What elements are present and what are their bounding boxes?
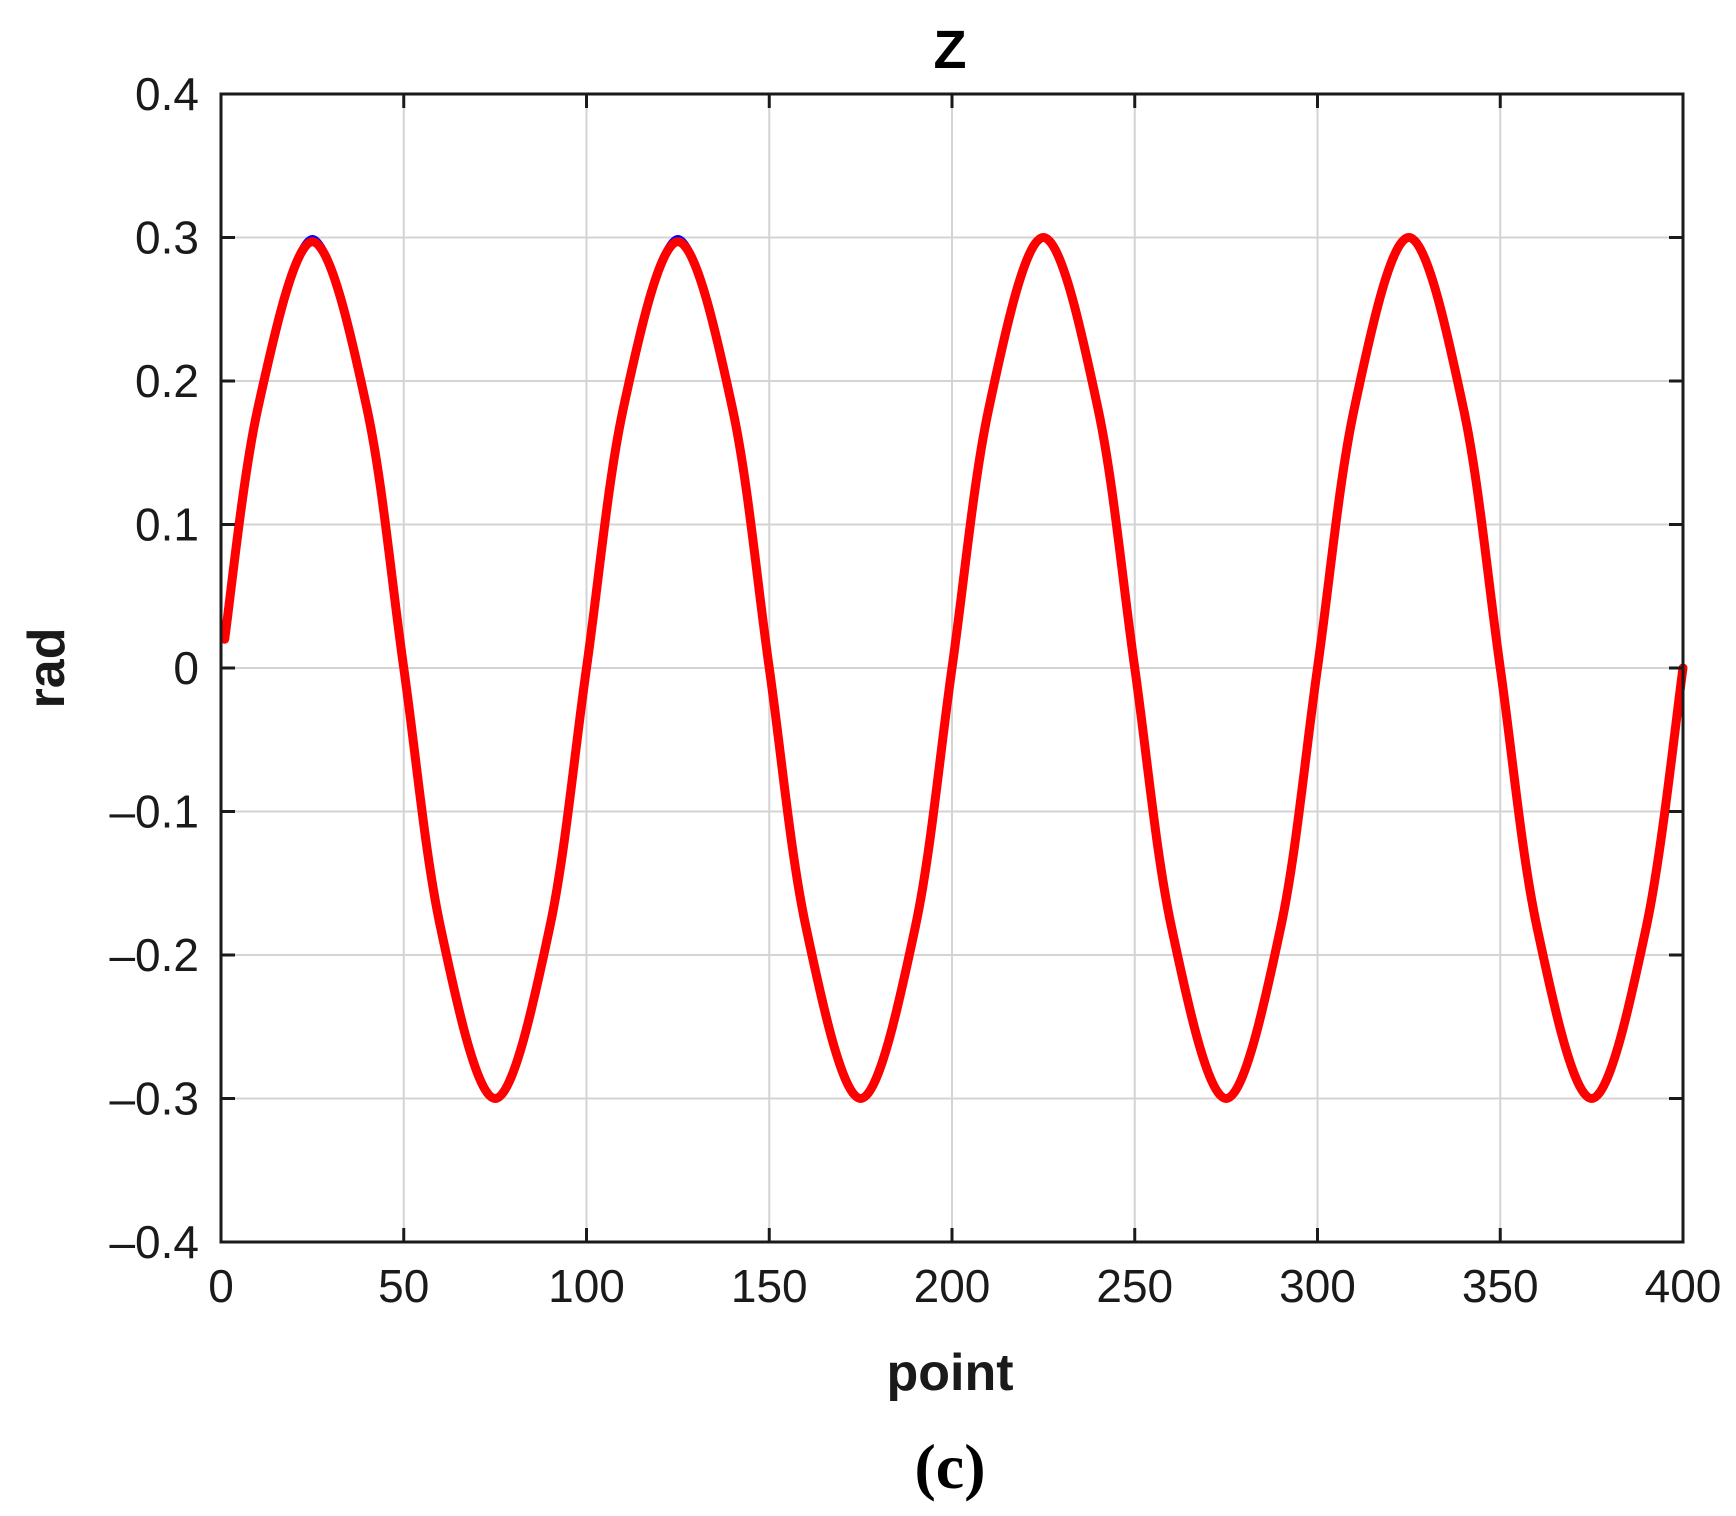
y-tick-label: 0.2 [135, 355, 199, 407]
x-tick-labels: 0 50 100 150 200 250 300 350 400 [208, 1260, 1721, 1312]
x-tick-label: 200 [914, 1260, 991, 1312]
x-tick-label: 150 [731, 1260, 808, 1312]
series-lines [220, 233, 1688, 1103]
y-tick-label: –0.2 [109, 929, 199, 981]
y-tick-label: –0.1 [109, 786, 199, 838]
x-tick-label: 250 [1096, 1260, 1173, 1312]
x-tick-label: 350 [1462, 1260, 1539, 1312]
panel-label: (c) [914, 1431, 985, 1502]
y-tick-labels: 0.4 0.3 0.2 0.1 0 –0.1 –0.2 –0.3 –0.4 [109, 68, 199, 1268]
x-tick-label: 400 [1645, 1260, 1722, 1312]
y-tick-label: –0.4 [109, 1216, 199, 1268]
y-tick-label: –0.3 [109, 1073, 199, 1125]
y-tick-label: 0.4 [135, 68, 199, 120]
series-line-red [220, 233, 1688, 1103]
chart-title: Z [934, 20, 967, 80]
x-tick-label: 0 [208, 1260, 234, 1312]
x-tick-label: 300 [1279, 1260, 1356, 1312]
x-tick-label: 100 [548, 1260, 625, 1312]
y-axis-title: rad [18, 628, 76, 709]
x-axis-title: point [886, 1344, 1013, 1402]
y-tick-label: 0.3 [135, 212, 199, 264]
x-tick-label: 50 [378, 1260, 429, 1312]
tick-marks [219, 92, 1685, 1244]
y-tick-label: 0.1 [135, 499, 199, 551]
y-tick-label: 0 [173, 642, 199, 694]
